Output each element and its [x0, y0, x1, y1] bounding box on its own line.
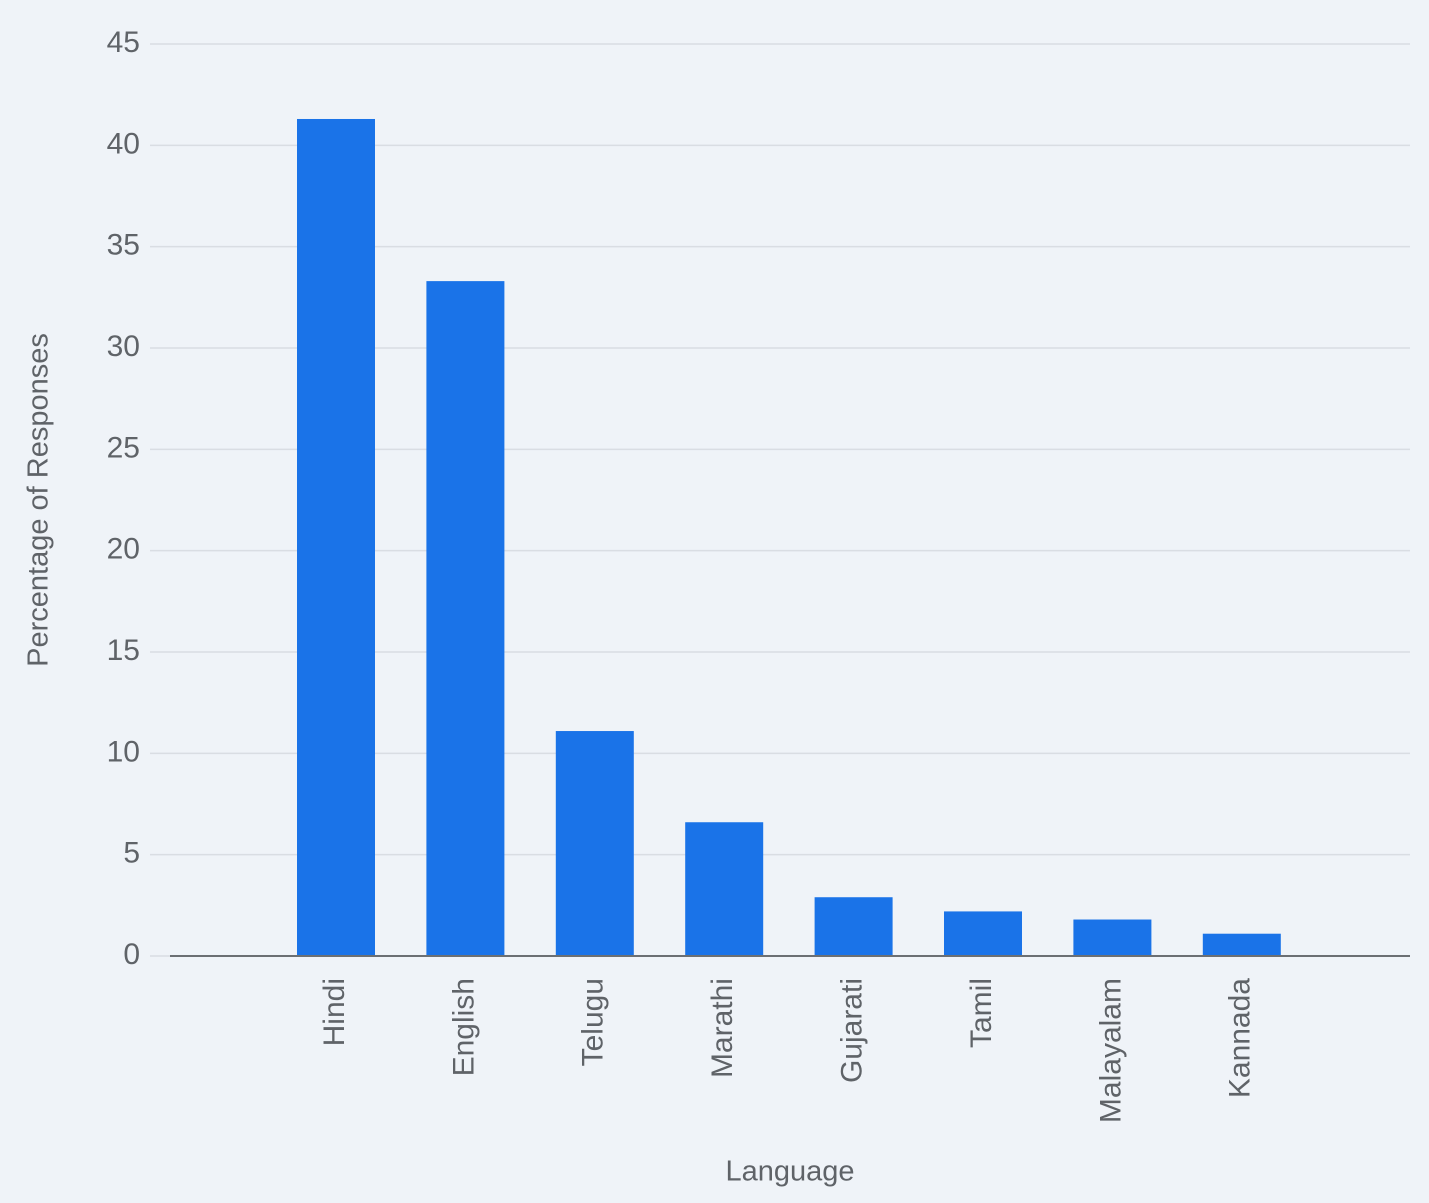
x-tick-label: Telugu: [577, 978, 610, 1066]
y-tick-label: 25: [107, 431, 140, 464]
bar: [297, 118, 375, 956]
x-tick-label: Kannada: [1224, 978, 1257, 1098]
x-tick-label: Hindi: [318, 978, 351, 1046]
x-tick-label: Marathi: [706, 978, 739, 1078]
bar: [1202, 933, 1281, 956]
y-tick-label: 40: [107, 127, 140, 160]
bar: [1073, 919, 1152, 956]
y-tick-label: 0: [123, 938, 140, 971]
bar: [944, 911, 1022, 956]
y-tick-label: 45: [107, 26, 140, 59]
y-tick-label: 15: [107, 634, 140, 667]
y-tick-label: 10: [107, 735, 140, 768]
x-axis-title: Language: [725, 1156, 854, 1188]
x-tick-label: Gujarati: [836, 978, 869, 1083]
bar: [426, 281, 505, 956]
y-tick-label: 20: [107, 533, 140, 566]
x-tick-label: English: [447, 978, 480, 1076]
bar: [814, 897, 893, 956]
x-tick-label: Tamil: [965, 978, 998, 1048]
bar: [555, 731, 634, 956]
bar: [685, 822, 764, 956]
y-tick-label: 30: [107, 330, 140, 363]
y-tick-label: 5: [123, 837, 140, 870]
y-tick-label: 35: [107, 229, 140, 262]
y-axis-title: Percentage of Responses: [23, 333, 55, 667]
x-tick-label: Malayalam: [1094, 978, 1127, 1123]
